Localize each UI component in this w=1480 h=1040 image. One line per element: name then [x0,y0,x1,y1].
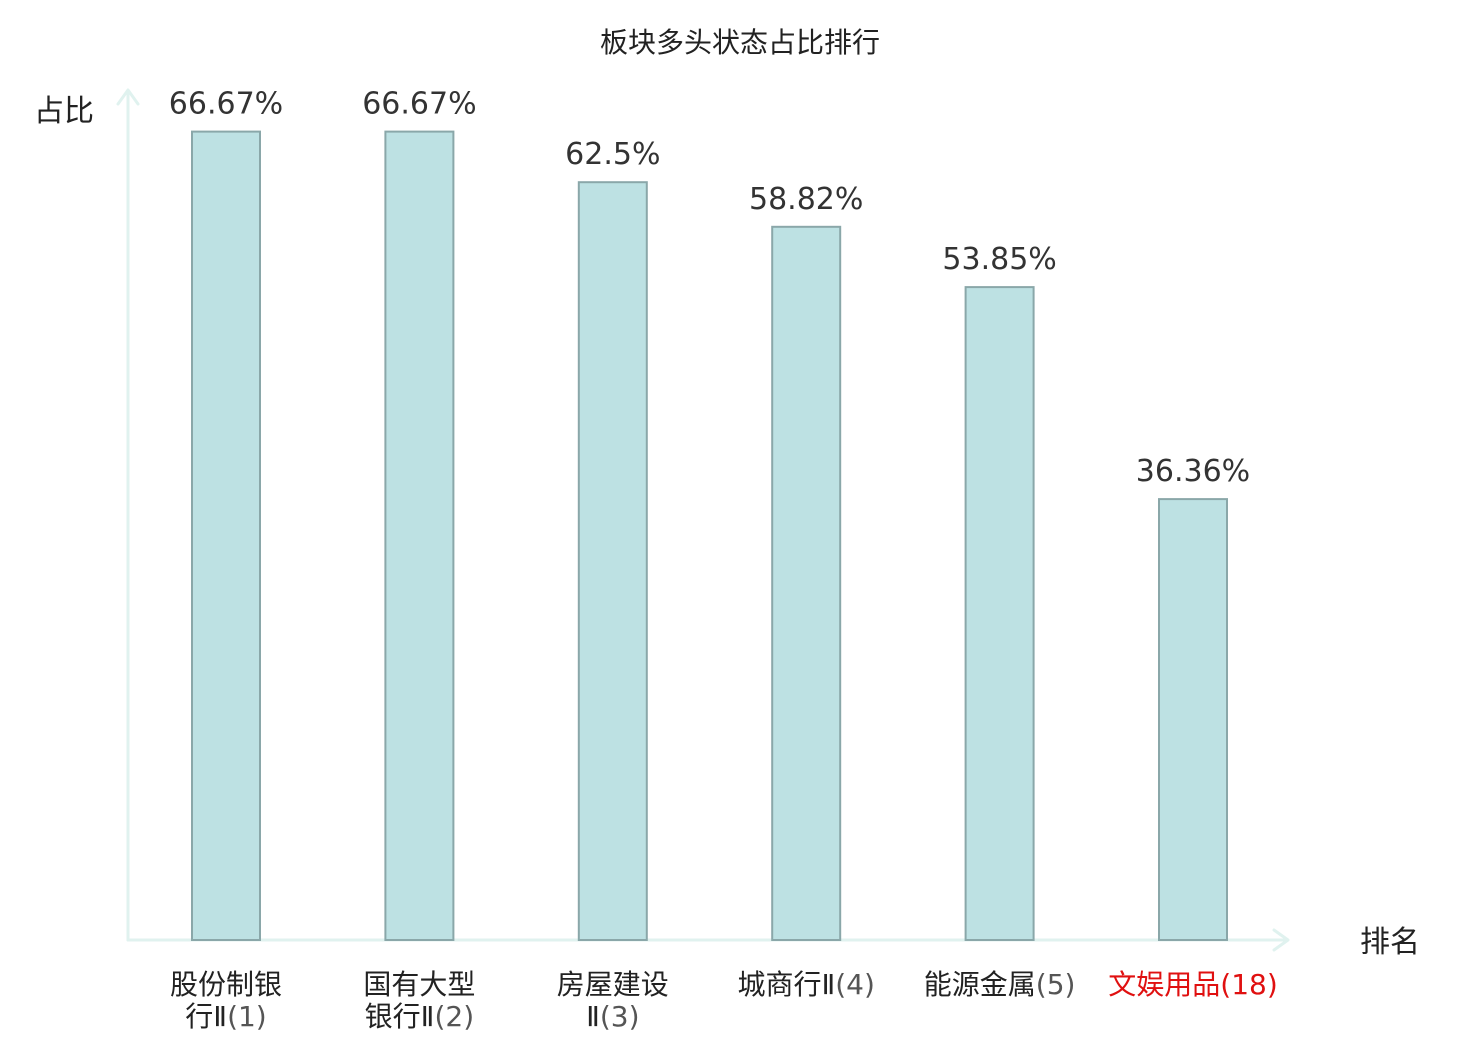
category-label-3-line-1: 房屋建设 [557,968,669,1001]
value-label-2: 66.67% [362,87,476,122]
value-labels: 66.67% 66.67% 62.5% 58.82% 53.85% 36.36% [169,87,1250,490]
category-label-5: 能源金属(5) [924,968,1076,1001]
value-label-5: 53.85% [942,242,1056,277]
category-label-4: 城商行Ⅱ(4) [737,968,874,1001]
value-label-6: 36.36% [1136,454,1250,489]
category-label-6: 文娱用品(18) [1108,968,1278,1001]
chart-title: 板块多头状态占比排行 [600,26,880,59]
bar-1 [191,130,261,942]
bar-4 [771,225,842,942]
x-axis-arrow [1272,928,1290,952]
bars [191,130,1228,942]
value-label-3: 62.5% [565,137,660,172]
y-axis-arrow [116,88,140,106]
bar-3 [577,181,648,941]
value-label-4: 58.82% [749,182,863,217]
category-label-2-line-1: 国有大型 [363,968,475,1001]
x-axis-label: 排名 [1360,925,1420,960]
bar-6 [1158,498,1228,941]
category-label-2-line-2: 银行Ⅱ(2) [365,1000,474,1033]
y-axis-label: 占比 [34,94,94,129]
bar-5 [964,286,1035,942]
category-label-3-line-2: Ⅱ(3) [586,1000,639,1033]
bar-2 [384,130,455,942]
value-label-1: 66.67% [169,87,283,122]
axes [116,88,1290,952]
category-label-1-line-2: 行Ⅱ(1) [185,1000,266,1033]
category-label-1-line-1: 股份制银 [170,968,282,1001]
